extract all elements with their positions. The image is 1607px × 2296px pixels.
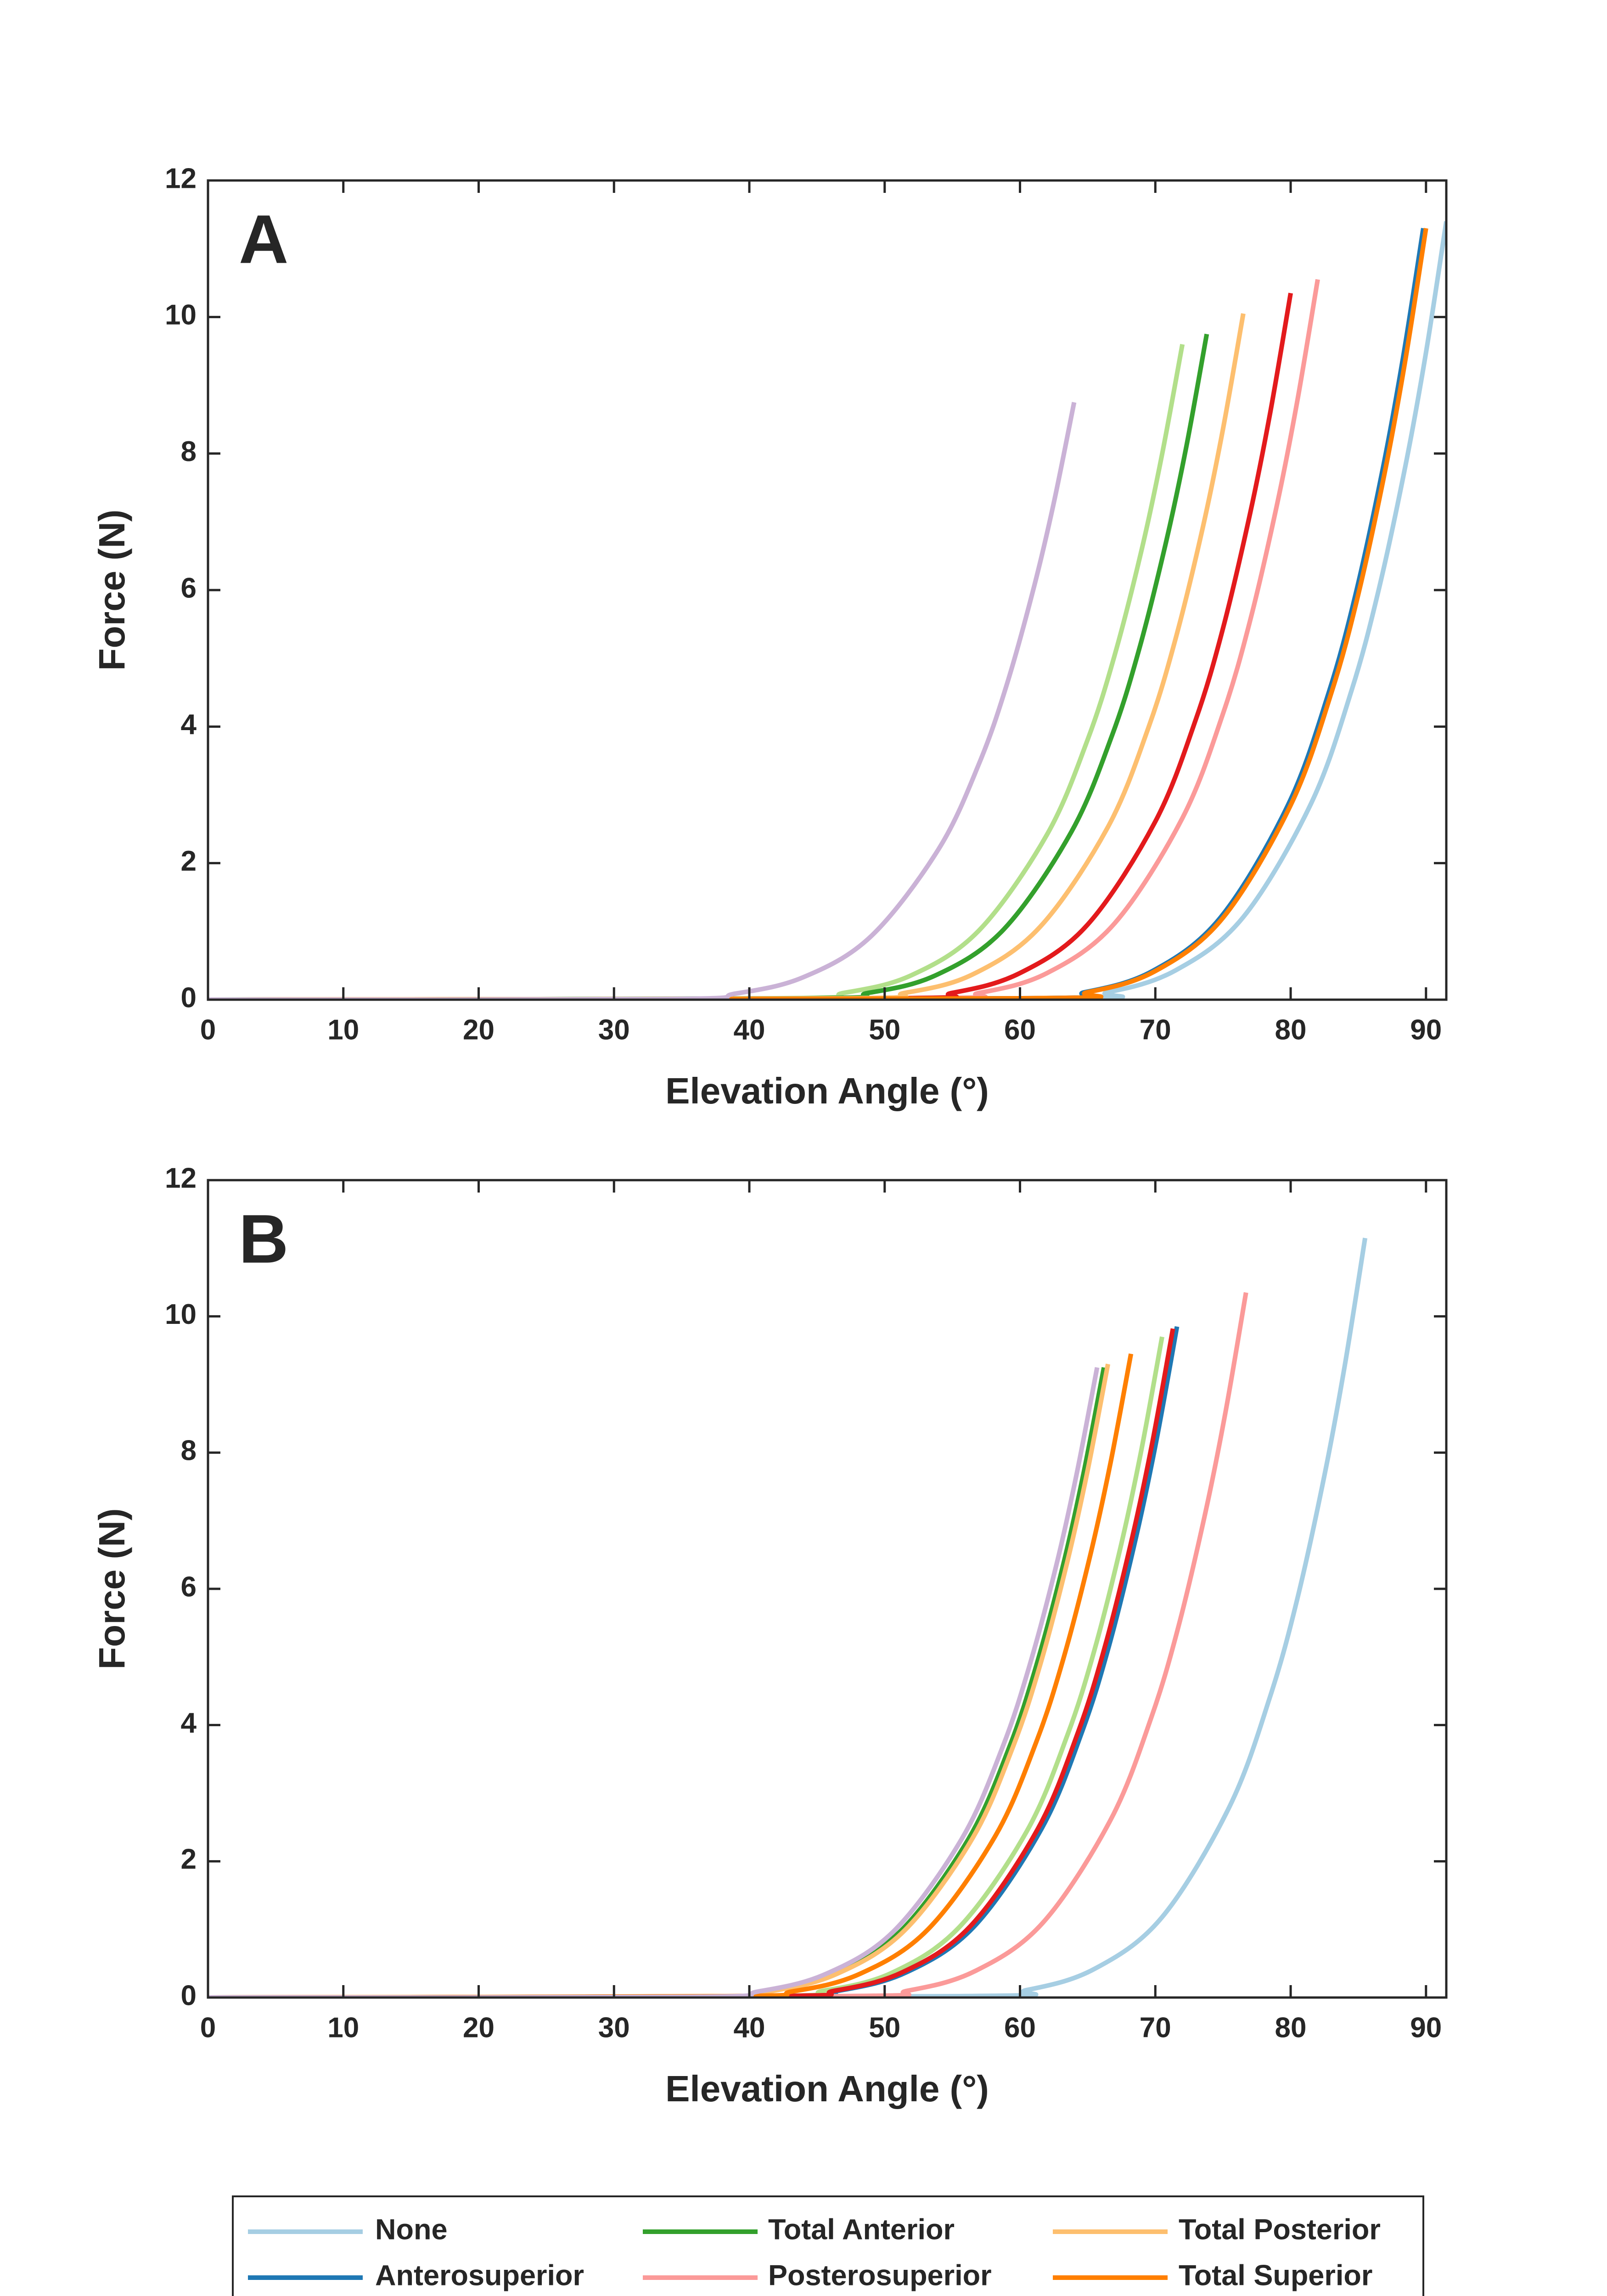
panel-label: B	[239, 1200, 288, 1277]
y-tick-label: 6	[181, 1571, 197, 1603]
legend-label: Posterosuperior	[768, 2260, 992, 2292]
x-tick-label: 80	[1275, 1014, 1307, 1046]
y-axis-label: Force (N)	[91, 1508, 132, 1669]
plot-frame	[207, 1179, 1448, 1999]
x-tick-label: 20	[463, 1014, 494, 1046]
panel-label: A	[239, 201, 288, 278]
x-tick-label: 0	[200, 1014, 216, 1046]
x-tick-label: 30	[598, 2012, 630, 2043]
x-tick-label: 80	[1275, 2012, 1307, 2043]
y-tick-label: 2	[181, 1844, 197, 1875]
legend-box	[232, 2195, 1424, 2296]
series-line: Total Posterior	[208, 1363, 1111, 1998]
y-tick-label: 2	[181, 845, 197, 877]
legend-label: Total Anterior	[768, 2214, 955, 2246]
series-line: None	[208, 221, 1446, 1000]
y-tick-label: 0	[181, 1980, 197, 2011]
y-tick-label: 4	[181, 709, 197, 741]
series-line: Posteroinferior	[208, 293, 1293, 1000]
x-axis-label: Elevation Angle (°)	[665, 1070, 989, 1111]
y-tick-label: 10	[165, 299, 197, 331]
x-tick-label: 60	[1004, 2012, 1036, 2043]
series-line: Anteroinferior	[208, 343, 1185, 1000]
legend-label: None	[375, 2214, 448, 2246]
x-tick-label: 10	[327, 1014, 359, 1046]
series-line: Anteroinferior	[208, 1336, 1164, 1998]
series-line: None	[208, 1238, 1368, 1998]
y-tick-label: 6	[181, 572, 197, 604]
y-tick-label: 10	[165, 1299, 197, 1330]
x-tick-label: 70	[1140, 2012, 1171, 2043]
series-line: Total Inferior	[208, 402, 1077, 1000]
y-tick-label: 12	[165, 1162, 197, 1194]
legend-label: Anterosuperior	[375, 2260, 584, 2292]
y-tick-label: 8	[181, 436, 197, 467]
x-tick-label: 20	[463, 2012, 494, 2043]
x-tick-label: 50	[869, 2012, 900, 2043]
legend-label: Total Superior	[1179, 2260, 1372, 2292]
x-tick-label: 70	[1140, 1014, 1171, 1046]
x-tick-label: 10	[327, 2012, 359, 2043]
x-tick-label: 30	[598, 1014, 630, 1046]
x-tick-label: 0	[200, 2012, 216, 2043]
series-line: Total Inferior	[208, 1367, 1100, 1998]
series-line: Posterosuperior	[208, 279, 1320, 1000]
y-axis-label: Force (N)	[91, 509, 132, 670]
series-line: Total Posterior	[208, 313, 1246, 1000]
x-tick-label: 90	[1410, 2012, 1442, 2043]
x-tick-label: 50	[869, 1014, 900, 1046]
y-tick-label: 0	[181, 982, 197, 1013]
y-tick-label: 12	[165, 163, 197, 194]
x-axis-label: Elevation Angle (°)	[665, 2068, 989, 2109]
x-tick-label: 40	[734, 2012, 765, 2043]
y-tick-label: 4	[181, 1707, 197, 1739]
legend-label: Total Posterior	[1179, 2214, 1381, 2246]
x-tick-label: 60	[1004, 1014, 1036, 1046]
x-tick-label: 90	[1410, 1014, 1442, 1046]
y-tick-label: 8	[181, 1435, 197, 1467]
x-tick-label: 40	[734, 1014, 765, 1046]
series-line: Anterosuperior	[208, 228, 1426, 1000]
series-line: Total Anterior	[208, 333, 1209, 1000]
plot-frame	[207, 179, 1448, 1001]
series-line: Total Anterior	[208, 1367, 1107, 1998]
